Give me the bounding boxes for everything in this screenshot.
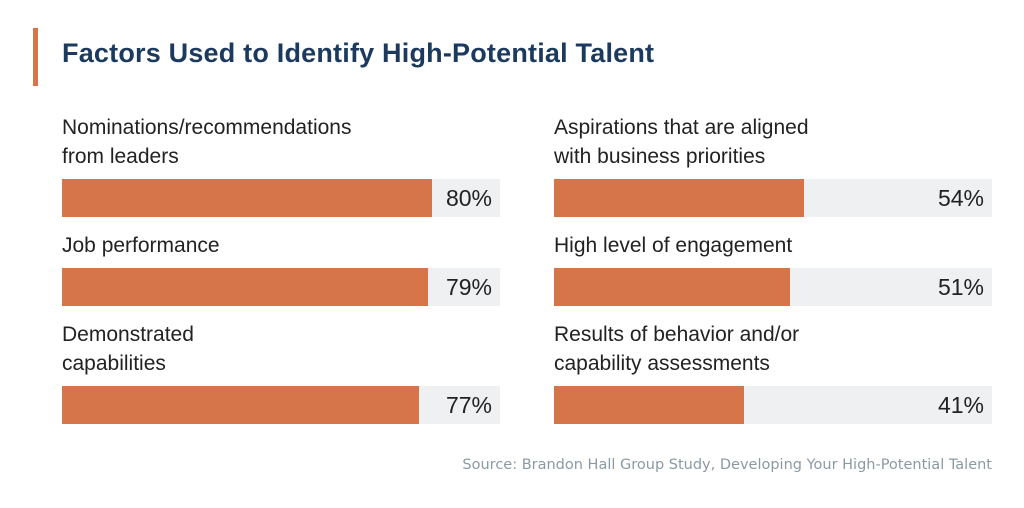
bar-track: 51% bbox=[554, 268, 992, 306]
chart-title: Factors Used to Identify High-Potential … bbox=[62, 38, 655, 68]
bar-track: 77% bbox=[62, 386, 500, 424]
value-label: 79% bbox=[445, 274, 492, 300]
value-label: 54% bbox=[937, 185, 984, 211]
category-label: Demonstrated capabilities bbox=[62, 323, 194, 375]
bar-fill bbox=[554, 386, 744, 424]
bar-item: Results of behavior and/or capability as… bbox=[554, 304, 992, 424]
bar-fill bbox=[62, 179, 433, 217]
category-label: High level of engagement bbox=[554, 234, 793, 257]
bar-item: Job performance 79% bbox=[62, 186, 500, 306]
title-accent-bar bbox=[33, 28, 38, 86]
category-label: Results of behavior and/or capability as… bbox=[554, 323, 800, 375]
bar-fill bbox=[554, 179, 805, 217]
bar-track: 41% bbox=[554, 386, 992, 424]
category-label: Nominations/recommendations from leaders bbox=[62, 116, 352, 168]
category-label: Job performance bbox=[62, 234, 220, 257]
value-label: 51% bbox=[937, 274, 984, 300]
bar-item: Aspirations that are aligned with busine… bbox=[554, 97, 992, 217]
bar-track: 54% bbox=[554, 179, 992, 217]
bar-fill bbox=[62, 386, 419, 424]
bar-item: High level of engagement 51% bbox=[554, 186, 992, 306]
bar-track: 80% bbox=[62, 179, 500, 217]
value-label: 80% bbox=[445, 185, 492, 211]
source-note: Source: Brandon Hall Group Study, Develo… bbox=[462, 457, 992, 473]
bar-item: Demonstrated capabilities 77% bbox=[62, 304, 500, 424]
category-label: Aspirations that are aligned with busine… bbox=[554, 116, 809, 168]
value-label: 77% bbox=[445, 392, 492, 418]
bar-item: Nominations/recommendations from leaders… bbox=[62, 97, 500, 217]
bar-track: 79% bbox=[62, 268, 500, 306]
bar-fill bbox=[62, 268, 428, 306]
value-label: 41% bbox=[937, 392, 984, 418]
bar-fill bbox=[554, 268, 791, 306]
